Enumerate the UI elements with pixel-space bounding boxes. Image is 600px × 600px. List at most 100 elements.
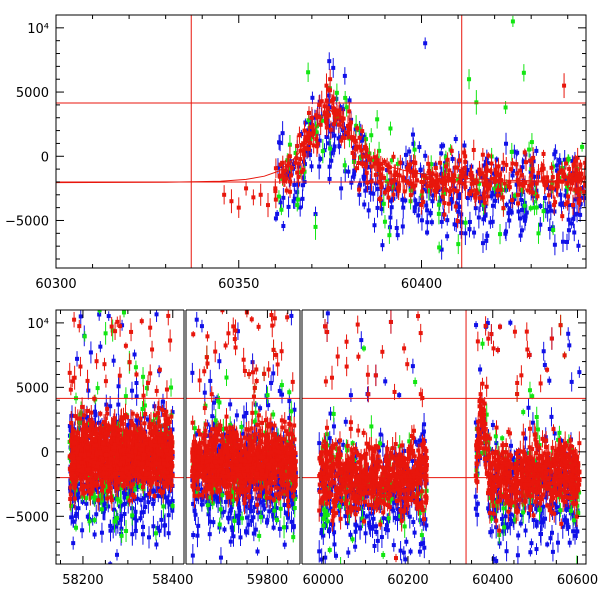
blue-point bbox=[199, 324, 204, 329]
red-point bbox=[299, 142, 304, 147]
blue-point bbox=[555, 540, 560, 545]
blue-point bbox=[516, 580, 520, 584]
blue-point bbox=[228, 539, 233, 544]
red-point bbox=[536, 170, 541, 175]
blue-point bbox=[358, 584, 362, 588]
blue-point bbox=[564, 188, 569, 193]
blue-point bbox=[86, 388, 91, 393]
red-point bbox=[562, 83, 567, 88]
blue-point bbox=[552, 242, 557, 247]
red-point bbox=[469, 189, 474, 194]
blue-point bbox=[566, 228, 571, 233]
blue-point bbox=[216, 449, 221, 454]
red-point bbox=[266, 203, 270, 208]
green-point bbox=[533, 192, 538, 197]
blue-point bbox=[388, 198, 393, 203]
red-point bbox=[411, 184, 416, 189]
red-point bbox=[455, 189, 460, 194]
red-point bbox=[314, 144, 319, 149]
blue-point bbox=[571, 216, 576, 221]
red-point bbox=[273, 166, 278, 171]
green-point bbox=[367, 151, 372, 156]
blue-point bbox=[485, 161, 490, 166]
red-point bbox=[428, 180, 433, 185]
red-point bbox=[364, 147, 369, 152]
blue-point bbox=[400, 224, 405, 229]
red-point bbox=[324, 83, 329, 88]
blue-point bbox=[528, 169, 533, 174]
blue-point bbox=[199, 495, 204, 500]
blue-point bbox=[459, 231, 464, 236]
red-point bbox=[483, 174, 488, 179]
blue-point bbox=[346, 550, 351, 555]
blue-point bbox=[449, 198, 454, 203]
blue-point bbox=[78, 314, 83, 319]
blue-point bbox=[317, 549, 322, 554]
blue-point bbox=[549, 414, 554, 419]
blue-point bbox=[268, 491, 273, 496]
blue-point bbox=[490, 219, 495, 224]
red-point bbox=[298, 148, 303, 153]
blue-point bbox=[216, 498, 221, 503]
blue-point bbox=[327, 176, 332, 181]
red-point bbox=[378, 175, 383, 180]
red-point bbox=[336, 122, 341, 127]
green-point bbox=[371, 158, 376, 163]
blue-point bbox=[472, 230, 477, 235]
green-point bbox=[295, 203, 300, 208]
blue-point bbox=[520, 496, 525, 501]
blue-point bbox=[532, 174, 537, 179]
red-point bbox=[404, 179, 409, 184]
blue-point bbox=[512, 149, 517, 154]
blue-point bbox=[202, 390, 207, 395]
blue-point bbox=[558, 192, 563, 197]
red-point bbox=[389, 180, 394, 185]
red-point bbox=[496, 164, 501, 169]
red-point bbox=[349, 120, 354, 125]
red-point bbox=[378, 196, 383, 201]
green-point bbox=[387, 233, 392, 238]
blue-point bbox=[249, 496, 254, 501]
x-tick-label: 60300 bbox=[35, 277, 76, 292]
blue-point bbox=[559, 438, 564, 443]
blue-point bbox=[234, 413, 239, 418]
red-point bbox=[379, 182, 384, 187]
blue-point bbox=[475, 512, 480, 517]
blue-point bbox=[155, 486, 160, 491]
red-point bbox=[442, 201, 447, 206]
green-point bbox=[382, 219, 387, 224]
blue-point bbox=[363, 531, 368, 536]
red-point bbox=[347, 126, 352, 131]
red-point bbox=[353, 147, 358, 152]
red-point bbox=[469, 173, 474, 178]
blue-point bbox=[69, 515, 74, 520]
red-point bbox=[433, 165, 438, 170]
green-point bbox=[313, 224, 318, 229]
blue-point bbox=[522, 505, 527, 510]
blue-point bbox=[481, 217, 486, 222]
blue-point bbox=[486, 506, 491, 511]
red-point bbox=[222, 192, 227, 197]
blue-point bbox=[108, 528, 113, 533]
blue-point bbox=[523, 436, 528, 441]
blue-point bbox=[217, 445, 222, 450]
red-point bbox=[426, 161, 431, 166]
green-point bbox=[354, 123, 359, 128]
blue-point bbox=[380, 243, 385, 248]
red-point bbox=[422, 173, 427, 178]
red-point bbox=[530, 169, 535, 174]
red-point bbox=[374, 160, 379, 165]
red-point bbox=[355, 126, 360, 131]
blue-point bbox=[421, 541, 426, 546]
red-point bbox=[480, 152, 485, 157]
blue-point bbox=[166, 500, 171, 505]
blue-point bbox=[252, 505, 257, 510]
blue-point bbox=[538, 531, 543, 536]
red-point bbox=[550, 175, 555, 180]
green-point bbox=[532, 205, 537, 210]
red-point bbox=[309, 115, 314, 120]
red-point bbox=[346, 131, 351, 136]
blue-point bbox=[96, 485, 101, 490]
blue-point bbox=[71, 541, 76, 546]
blue-point bbox=[439, 247, 444, 252]
